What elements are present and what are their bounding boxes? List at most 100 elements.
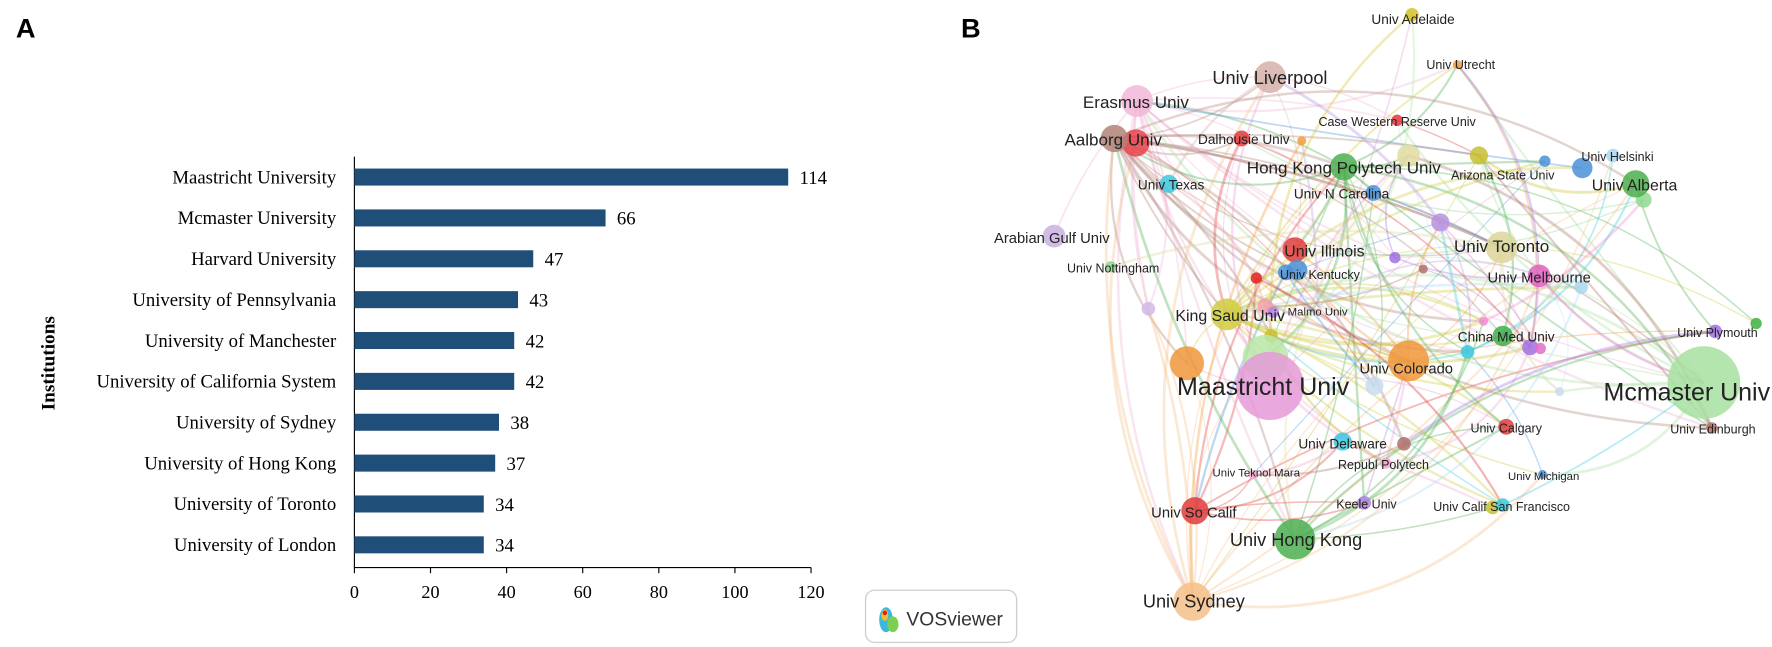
network-node-label: King Saud Univ: [1175, 308, 1285, 325]
network-edge: [1162, 76, 1272, 602]
network-edge: [1438, 222, 1469, 353]
network-node-label: Univ Melbourne: [1487, 271, 1590, 287]
network-node-label: Dalhousie Univ: [1198, 132, 1290, 147]
network-edge: [1147, 308, 1198, 602]
network-node: [1100, 124, 1128, 153]
network-edge: [1109, 142, 1194, 603]
network-node: [1181, 497, 1209, 525]
network-node: [1233, 130, 1250, 147]
value-label: 38: [510, 413, 529, 434]
network-node-label: Arizona State Univ: [1451, 168, 1555, 182]
network-node: [1492, 325, 1514, 347]
network-edge: [1270, 335, 1468, 364]
network-node-label: Univ Adelaide: [1371, 12, 1454, 27]
network-node-label: Maastricht Univ: [1177, 373, 1350, 401]
network-edge: [1241, 137, 1644, 216]
network-edge: [1192, 155, 1614, 603]
network-edge: [1136, 100, 1705, 384]
network-node: [1282, 237, 1308, 263]
network-node: [1405, 7, 1419, 22]
value-label: 47: [545, 250, 564, 271]
network-node: [1250, 272, 1262, 284]
network-node: [1105, 261, 1117, 273]
network-edge: [1113, 137, 1297, 540]
network-node: [1572, 157, 1593, 179]
network-edge: [1136, 100, 1296, 251]
bar-chart: Institutions Maastricht University 114 Mcm…: [39, 156, 828, 602]
network-node: [1297, 136, 1307, 146]
network-node: [1706, 422, 1718, 434]
network-edge: [1300, 140, 1319, 307]
network-node-label: Univ Michigan: [1508, 471, 1579, 483]
network-edge: [1226, 313, 1375, 387]
bar: [354, 454, 496, 472]
network-node: [1522, 339, 1539, 356]
network-edge: [1136, 97, 1398, 122]
network-node: [1478, 316, 1489, 326]
network-edge: [1265, 268, 1424, 308]
bar: [354, 332, 515, 350]
network-edge: [1194, 502, 1365, 522]
network-node: [1431, 213, 1450, 232]
network-edge: [1188, 306, 1318, 602]
category-label: Mcmaster University: [178, 208, 337, 229]
network-edge: [1408, 330, 1716, 362]
network-edge: [1136, 100, 1583, 169]
category-label: Harvard University: [191, 249, 337, 270]
network-edge: [1343, 166, 1757, 325]
network-edge: [1269, 76, 1302, 250]
bar: [354, 168, 789, 186]
network-edge: [1136, 100, 1713, 430]
network-edge: [1252, 442, 1405, 477]
network-node: [1173, 582, 1213, 621]
network-edge: [1538, 275, 1569, 392]
network-edge: [1136, 100, 1188, 364]
network-node-label: Univ So Calif: [1151, 506, 1237, 522]
category-label: University of Pennsylvania: [132, 290, 337, 311]
network-node-label: Keele Univ: [1336, 498, 1397, 512]
value-label: 37: [507, 454, 526, 475]
network-edge: [1136, 100, 1396, 259]
network-node-label: Erasmus Univ: [1083, 93, 1189, 112]
network-node-label: Hong Kong Polytech Univ: [1247, 159, 1441, 178]
network-node: [1235, 351, 1305, 420]
network-edge: [1116, 100, 1194, 603]
network-edge: [1194, 330, 1716, 512]
network-edge: [1269, 13, 1413, 337]
network-node-label: Univ Calgary: [1470, 421, 1542, 435]
network-node: [1539, 155, 1551, 167]
network-edge: [1264, 14, 1416, 359]
network-edge: [1384, 154, 1410, 258]
network-node: [1485, 231, 1518, 264]
network-node-label: Aalborg Univ: [1064, 130, 1162, 149]
network-edge: [1385, 346, 1532, 465]
network-edge: [1296, 221, 1441, 271]
network-edge: [1194, 440, 1344, 512]
network-node-label: Univ Hong Kong: [1230, 530, 1362, 550]
network-edge: [1294, 192, 1375, 540]
network-node-label: Univ Texas: [1138, 178, 1205, 193]
network-edge: [1269, 160, 1546, 387]
category-label: University of Hong Kong: [144, 453, 336, 474]
network-node: [1169, 346, 1205, 381]
network-edge: [1136, 63, 1458, 113]
network-node: [1460, 345, 1475, 359]
network-node-label: Univ Plymouth: [1677, 326, 1758, 340]
network-node-label: Univ N Carolina: [1294, 187, 1390, 202]
bar: [354, 250, 534, 268]
network-node: [1333, 432, 1352, 451]
network-edge: [1185, 166, 1345, 602]
bar: [354, 372, 515, 390]
category-label: University of London: [174, 535, 337, 556]
network-edge: [1225, 63, 1458, 315]
x-tick-label: 0: [350, 582, 359, 602]
network-edge: [1403, 330, 1716, 445]
network-node: [1248, 469, 1258, 480]
network-node: [1750, 317, 1762, 330]
network-edge: [1136, 100, 1396, 259]
x-tick-label: 80: [650, 582, 668, 602]
network-node: [1389, 251, 1401, 264]
bar: [354, 209, 606, 227]
network-edge: [1294, 351, 1469, 541]
network-edge: [1439, 221, 1541, 349]
